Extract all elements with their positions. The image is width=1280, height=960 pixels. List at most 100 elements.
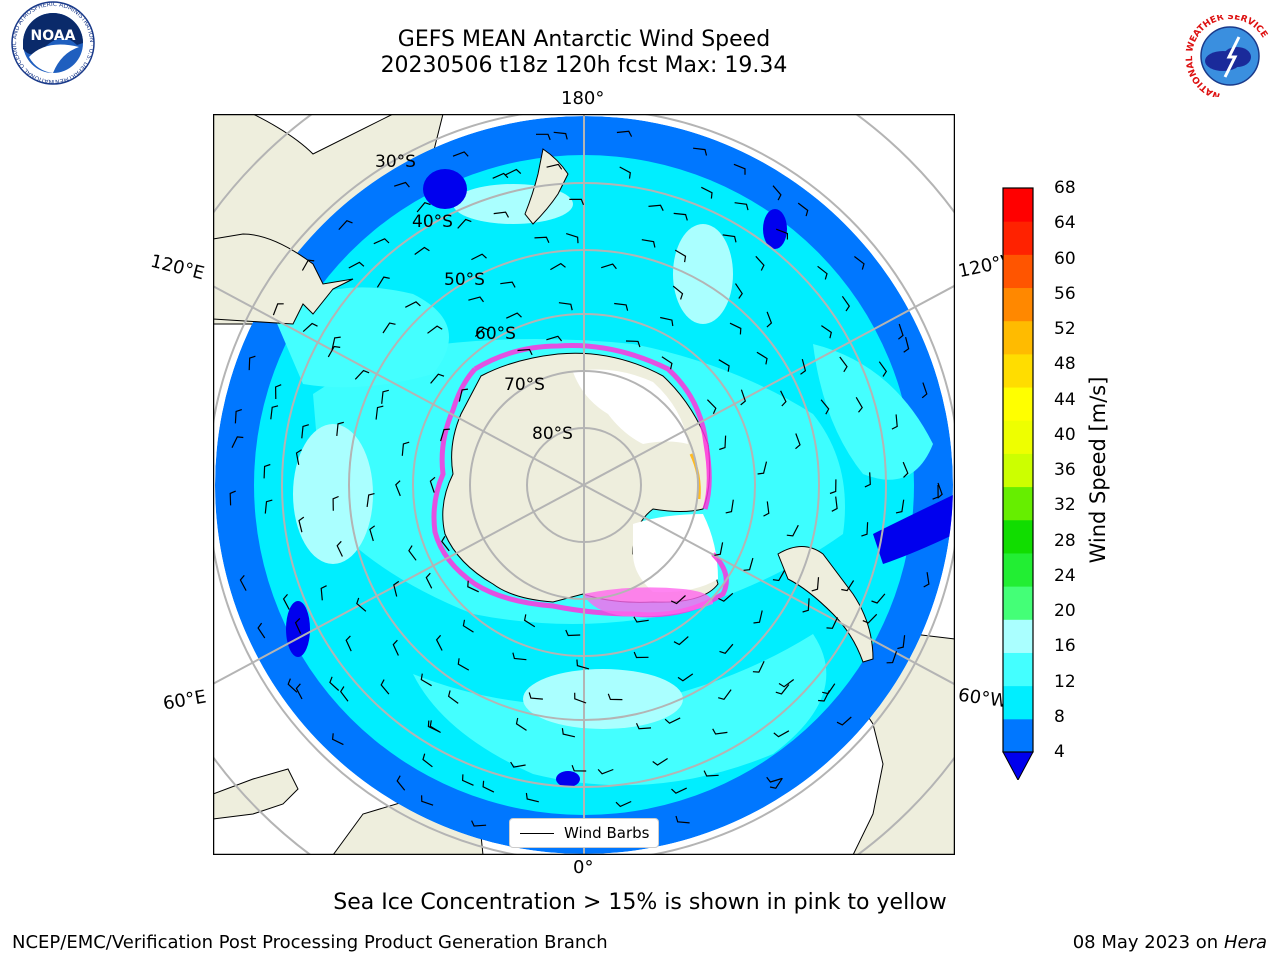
wind-barb (670, 595, 686, 605)
colorbar-bin-48 (1003, 353, 1033, 388)
wind-barb (706, 399, 717, 414)
wind-barb (427, 720, 440, 733)
wind-barb (673, 636, 689, 646)
wind-barb (766, 311, 773, 328)
wind-barb (795, 433, 801, 450)
colorbar-tick-label: 12 (1054, 671, 1076, 692)
wind-barb (734, 202, 749, 211)
wind-barb (272, 303, 284, 316)
wind-barb (492, 172, 509, 179)
lon-label-180: 180° (561, 88, 605, 109)
wind-barb (550, 262, 566, 271)
wind-barb (733, 163, 746, 175)
wind-barb (671, 787, 687, 794)
lon-label-0: 0° (573, 857, 594, 878)
wind-barb (607, 693, 623, 701)
wind-barb (375, 405, 384, 420)
australia-coast (213, 233, 354, 325)
noaa-logo: NATIONAL OCEANIC AND ATMOSPHERIC ADMINIS… (1, 1, 95, 85)
wind-barb (895, 499, 905, 514)
ice-shelf-ross (573, 369, 688, 444)
colorbar-tick-label: 60 (1054, 248, 1076, 269)
wind-barb-legend: Wind Barbs (509, 818, 659, 848)
wind-barb (641, 239, 656, 248)
wind-barb (718, 689, 732, 700)
wind-barb (675, 815, 690, 824)
wind-barb (457, 658, 470, 671)
wind-barb (354, 369, 370, 380)
wind-barb (546, 335, 563, 342)
wind-barb (505, 168, 522, 176)
wind-barb (841, 580, 855, 592)
wind-barb (619, 166, 631, 179)
wind-barb (820, 399, 830, 415)
wind-barb (239, 575, 247, 591)
wind-barb (718, 359, 730, 372)
wind-barb (380, 679, 390, 695)
colorbar-tick-label: 64 (1054, 213, 1076, 234)
wind-barb (396, 775, 406, 791)
wind-barb (294, 617, 302, 634)
wind-barb (381, 389, 389, 404)
wind-barb (420, 673, 432, 687)
wind-barb (861, 522, 869, 537)
wind-barb (558, 302, 573, 311)
lat-label-40s: 40°S (412, 212, 453, 232)
wind-barb (775, 684, 790, 695)
wind-barb (923, 572, 930, 588)
wind-barb (811, 577, 820, 592)
wind-barb (270, 405, 279, 420)
wind-barb (898, 323, 904, 340)
wind-barb (523, 614, 536, 628)
colorbar-bin-44 (1003, 387, 1033, 421)
lat-label-60s: 60°S (475, 324, 516, 344)
wind-barb (886, 651, 898, 664)
wind-barb (427, 325, 443, 334)
wind-barb (500, 281, 516, 288)
legend-label: Wind Barbs (564, 824, 650, 842)
colorbar-bin-20 (1003, 586, 1033, 620)
wind-barb (635, 723, 652, 730)
wind-barbs (229, 130, 943, 842)
wind-barb (373, 238, 390, 245)
colorbar-bin-4 (1003, 718, 1033, 753)
wind-barb (425, 572, 433, 589)
wind-barb (248, 355, 256, 371)
colorbar-bin-40 (1003, 420, 1033, 454)
wind-barb (743, 557, 754, 571)
colorbar-under-arrow (1002, 751, 1034, 780)
footer-date-text: 08 May 2023 on (1072, 932, 1219, 953)
wind-barb (937, 482, 943, 499)
colorbar-tick-label: 32 (1054, 495, 1076, 516)
wind-barb (566, 233, 579, 244)
wind-barb (264, 499, 273, 514)
wind-barb (447, 690, 459, 704)
colorbar-tick-label: 24 (1054, 565, 1076, 586)
wind-barb (320, 585, 327, 601)
wind-barb (234, 409, 242, 424)
wind-barb (331, 733, 344, 746)
wind-barb (405, 301, 421, 308)
wind-barb (336, 540, 343, 557)
wind-barb (457, 218, 472, 229)
colorbar-bin-12 (1003, 652, 1033, 687)
wind-barb (515, 717, 527, 731)
wind-barb (855, 396, 863, 413)
wind-barb (735, 283, 743, 299)
wind-barb (897, 635, 906, 650)
wind-barb (674, 249, 687, 263)
wind-barb (766, 776, 783, 783)
wind-barb (338, 219, 353, 231)
footer-branch: NCEP/EMC/Verification Post Processing Pr… (12, 932, 608, 953)
wind-barb (780, 390, 787, 407)
wind-barb (332, 495, 339, 511)
wind-barb (471, 253, 487, 261)
wind-barb (718, 592, 734, 602)
colorbar-tick-label: 44 (1054, 389, 1076, 410)
wind-barb (302, 322, 318, 333)
wind-barb (633, 651, 649, 659)
wind-barb (441, 535, 450, 552)
wind-barb (921, 382, 928, 399)
colorbar-bin-16 (1003, 619, 1033, 653)
wind-barb (393, 580, 400, 597)
